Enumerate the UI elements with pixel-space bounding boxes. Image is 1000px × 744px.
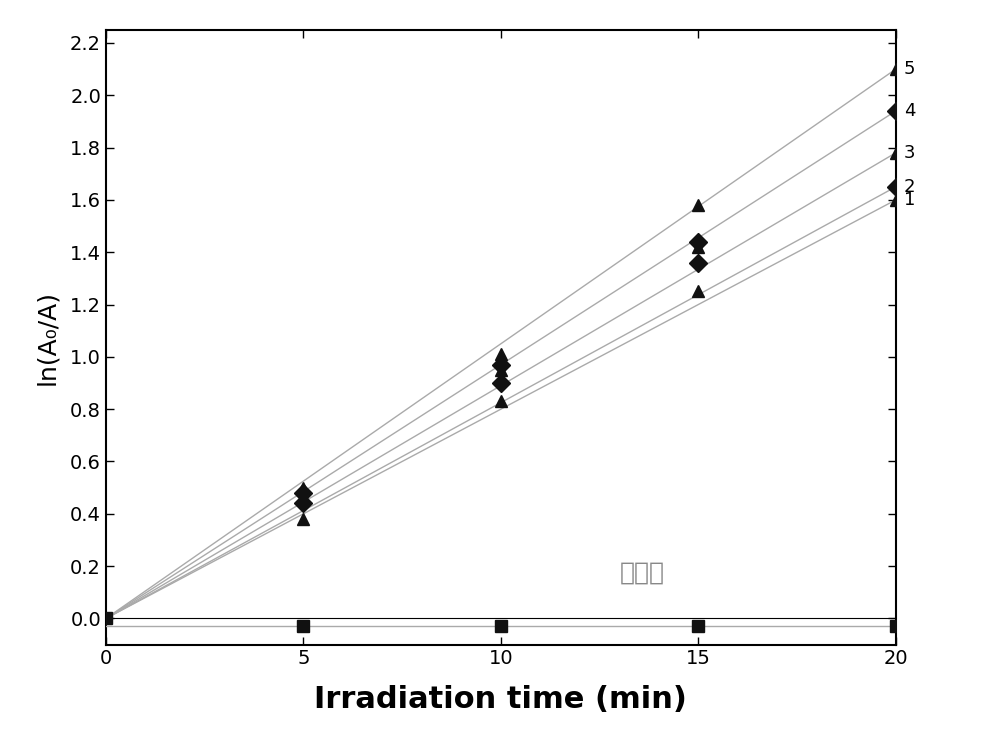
Text: 4: 4 (904, 102, 915, 120)
Text: 5: 5 (904, 60, 915, 78)
Y-axis label: ln(A₀/A): ln(A₀/A) (35, 289, 59, 385)
Text: 1: 1 (904, 191, 915, 209)
X-axis label: Irradiation time (min): Irradiation time (min) (314, 685, 687, 714)
Text: 3: 3 (904, 144, 915, 162)
Text: 无光照: 无光照 (619, 560, 664, 585)
Text: 2: 2 (904, 178, 915, 196)
